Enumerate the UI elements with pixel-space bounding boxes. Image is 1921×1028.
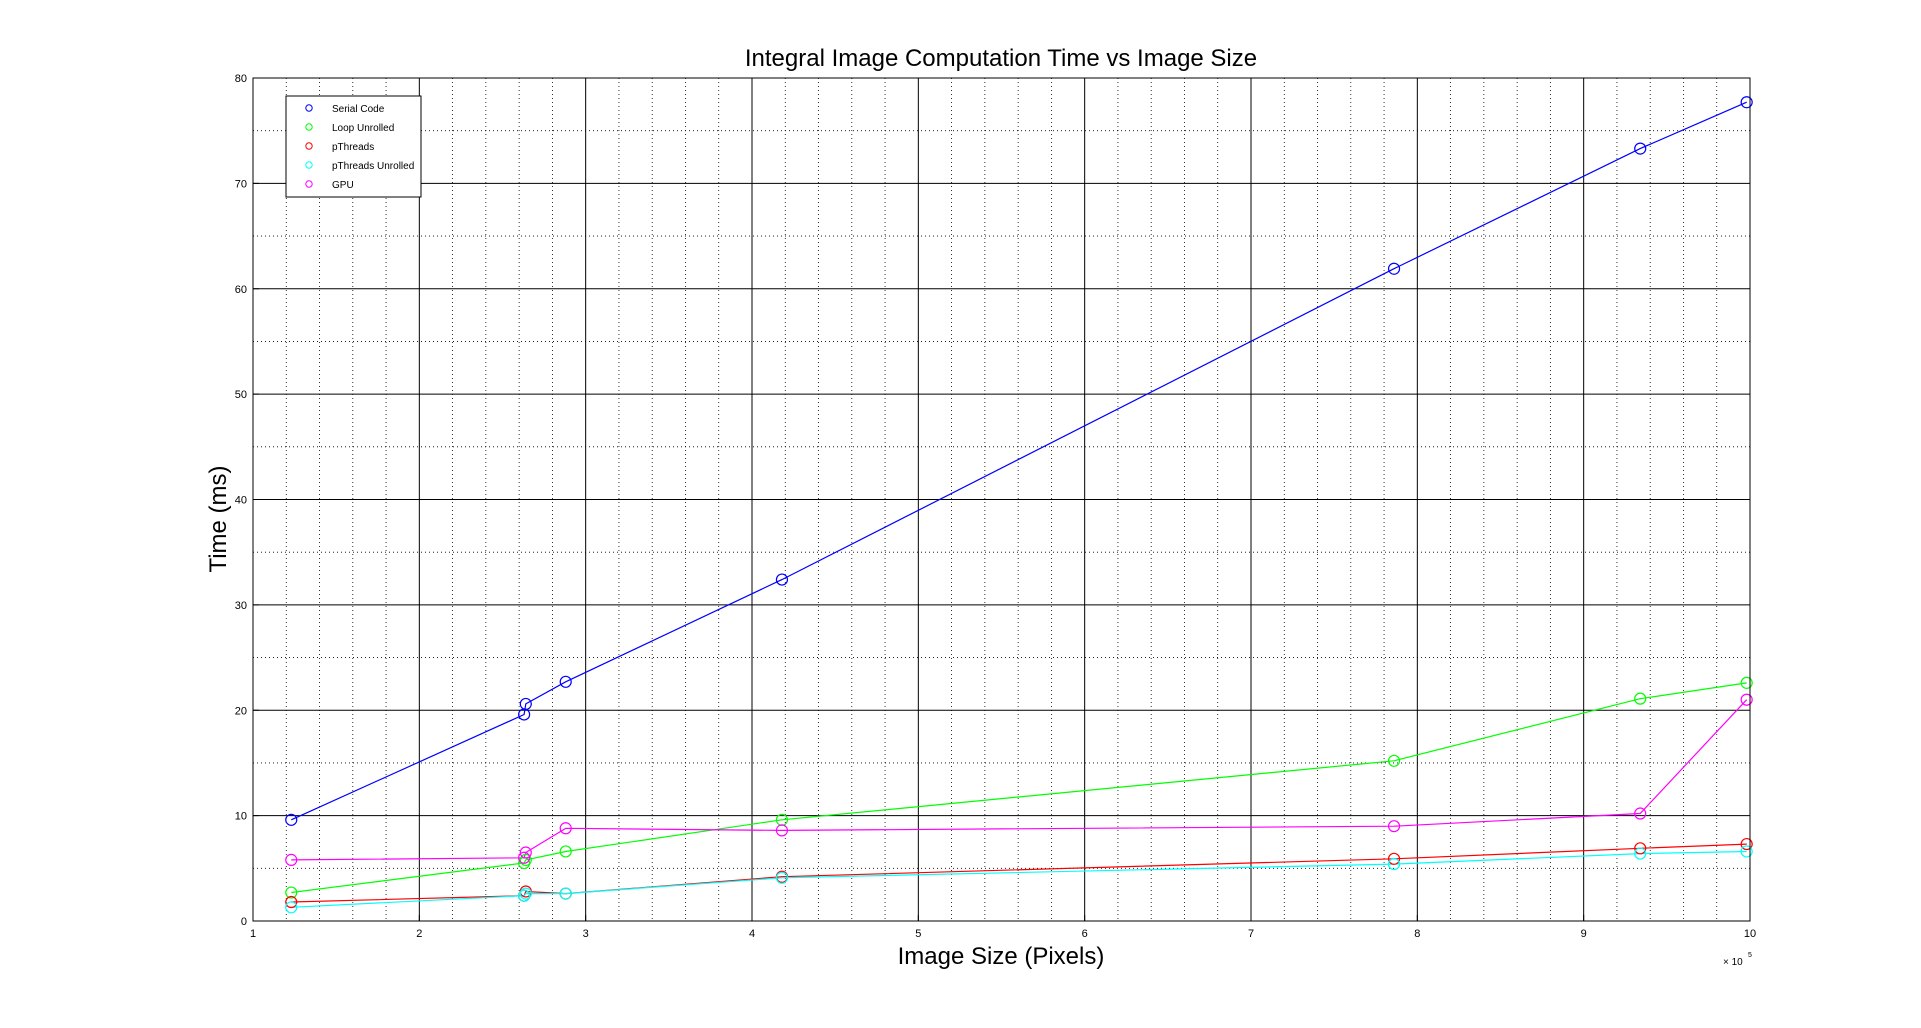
data-point-serial-code	[1634, 142, 1647, 155]
legend-box	[285, 95, 422, 198]
data-point-serial-code	[775, 573, 789, 586]
data-point-gpu	[1387, 820, 1401, 833]
data-point-serial-code	[519, 697, 532, 711]
data-point-gpu	[519, 846, 532, 859]
data-point-gpu	[1740, 693, 1753, 706]
grid-major	[253, 78, 1750, 921]
data-point-loop-unrolled	[285, 886, 298, 899]
x-axis-ticks: 1 2 3 4 5 6 7 8 9 10	[250, 915, 1756, 940]
series-markers	[285, 96, 1753, 914]
y-tick-label: 70	[235, 178, 247, 190]
legend-label-pthreads: pThreads	[332, 142, 374, 153]
legend-marker-serial-code	[305, 104, 313, 112]
data-point-serial-code	[1387, 262, 1401, 275]
grid-minor	[253, 78, 1750, 921]
data-point-serial-code	[285, 813, 298, 826]
y-tick-label: 60	[235, 284, 247, 296]
y-tick-label: 0	[241, 916, 247, 928]
data-point-loop-unrolled	[1387, 754, 1401, 767]
x-tick-label: 5	[915, 928, 921, 940]
data-point-pthreads-unrolled	[518, 889, 531, 902]
data-point-loop-unrolled	[1634, 692, 1647, 705]
data-point-pthreads	[285, 895, 298, 909]
x-tick-label: 6	[1082, 928, 1088, 940]
x-tick-label: 8	[1414, 928, 1420, 940]
data-point-pthreads-unrolled	[1387, 857, 1401, 871]
data-point-gpu	[775, 824, 789, 837]
data-point-pthreads-unrolled	[1740, 845, 1753, 858]
chart-title: Integral Image Computation Time vs Image…	[745, 45, 1257, 72]
data-point-pthreads-unrolled	[519, 887, 532, 900]
data-point-gpu	[518, 851, 531, 864]
data-point-loop-unrolled	[519, 853, 532, 866]
legend-marker-pthreads-unrolled	[305, 161, 313, 169]
data-point-gpu	[285, 853, 298, 866]
data-point-gpu	[559, 822, 572, 835]
x-axis-exponent: × 10	[1723, 957, 1743, 968]
x-tick-label: 3	[583, 928, 589, 940]
legend-marker-loop-unrolled	[305, 123, 313, 131]
data-point-pthreads	[1740, 837, 1753, 851]
data-point-serial-code	[559, 675, 572, 688]
data-point-serial-code	[1740, 96, 1753, 109]
legend-label-serial-code: Serial Code	[332, 104, 385, 115]
x-tick-label: 4	[749, 928, 755, 940]
x-tick-label: 2	[416, 928, 422, 940]
series-line-pthreads-unrolled	[291, 850, 1747, 908]
y-axis-ticks: 0 10 20 30 40 50 60 70 80	[235, 73, 259, 928]
series-line-gpu	[291, 699, 1748, 861]
data-point-pthreads-unrolled	[285, 901, 298, 914]
data-point-pthreads-unrolled	[559, 887, 572, 900]
y-tick-label: 40	[235, 495, 247, 507]
legend-marker-pthreads	[305, 142, 313, 150]
y-tick-label: 10	[235, 811, 247, 823]
legend-label-loop-unrolled: Loop Unrolled	[332, 123, 394, 134]
data-point-pthreads-unrolled	[775, 871, 789, 884]
x-axis-label: Image Size (Pixels)	[898, 943, 1105, 970]
x-axis-exponent-power: 5	[1748, 952, 1752, 959]
y-tick-label: 20	[235, 705, 247, 717]
series-lines	[291, 101, 1748, 908]
data-point-loop-unrolled	[559, 845, 572, 858]
legend-label-gpu: GPU	[332, 180, 354, 191]
legend-marker-gpu	[305, 180, 313, 188]
series-line-serial-code	[291, 101, 1747, 821]
x-tick-label: 9	[1581, 928, 1587, 940]
legend: Serial Code Loop Unrolled pThreads pThreads…	[285, 95, 422, 198]
data-point-loop-unrolled	[1740, 676, 1753, 689]
data-point-pthreads	[1634, 842, 1647, 855]
y-axis-label: Time (ms)	[205, 465, 232, 572]
data-point-pthreads	[1387, 852, 1401, 865]
x-tick-label: 10	[1744, 928, 1756, 940]
x-tick-label: 1	[250, 928, 256, 940]
legend-label-pthreads-unrolled: pThreads Unrolled	[332, 161, 414, 172]
x-tick-label: 7	[1248, 928, 1254, 940]
y-tick-label: 80	[235, 73, 247, 85]
data-point-gpu	[1634, 807, 1647, 820]
data-point-pthreads-unrolled	[1634, 847, 1647, 860]
series-line-loop-unrolled	[291, 682, 1747, 894]
y-tick-label: 50	[235, 389, 247, 401]
y-tick-label: 30	[235, 600, 247, 612]
